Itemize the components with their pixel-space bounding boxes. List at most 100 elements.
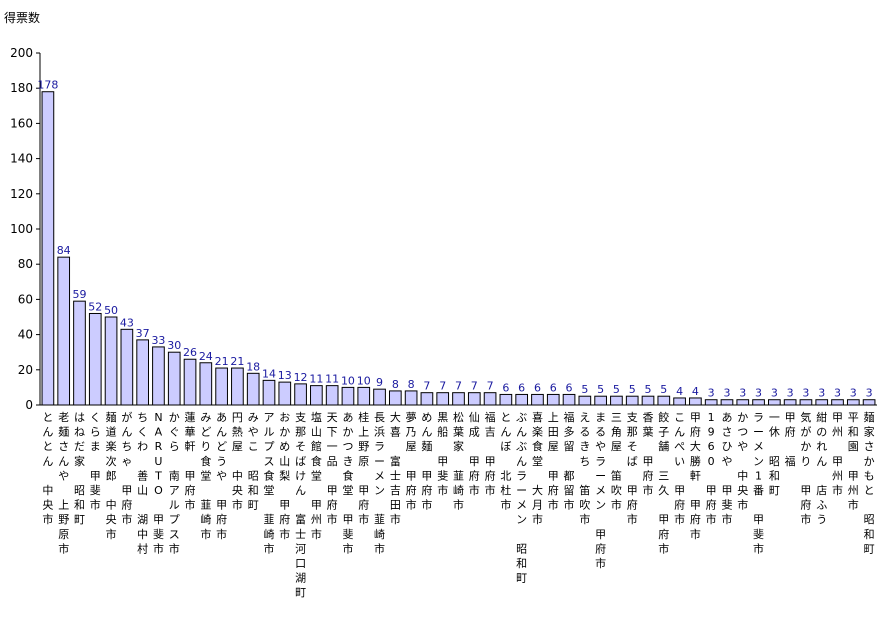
bar bbox=[831, 399, 844, 406]
y-tick-label: 80 bbox=[18, 257, 33, 271]
data-label: 11 bbox=[325, 373, 339, 386]
bar bbox=[483, 392, 497, 406]
data-label: 5 bbox=[613, 383, 620, 396]
bar bbox=[641, 395, 655, 406]
x-tick-label: 黒船 甲斐市 bbox=[437, 411, 448, 497]
data-label: 43 bbox=[120, 316, 134, 329]
bar bbox=[704, 399, 718, 406]
data-label: 4 bbox=[692, 385, 699, 398]
x-tick-label: おかめ山梨 甲府市 bbox=[279, 411, 290, 541]
x-tick-label: ラーメン 1 番 甲斐市 bbox=[753, 411, 764, 555]
x-tick-label: 松葉家 韮崎市 bbox=[453, 410, 464, 512]
data-label: 3 bbox=[708, 387, 715, 400]
bar bbox=[436, 392, 450, 406]
data-label: 11 bbox=[309, 373, 323, 386]
bar bbox=[689, 397, 702, 406]
x-tick-label: みどり食堂 韮崎市 bbox=[200, 411, 211, 541]
data-label: 8 bbox=[408, 378, 415, 391]
data-label: 21 bbox=[215, 355, 229, 368]
x-tick-label: 甲府大勝軒 甲府市 bbox=[690, 411, 701, 541]
y-tick-label: 0 bbox=[25, 398, 33, 412]
x-tick-label: 桂上野原 甲府市 bbox=[358, 410, 369, 526]
data-label: 3 bbox=[771, 387, 778, 400]
x-tick-label: 夢乃屋 甲府市 bbox=[406, 411, 417, 512]
x-tick-label: 長浜ラーメン 韮崎市 bbox=[374, 411, 385, 555]
data-label: 6 bbox=[534, 381, 541, 394]
x-tick-label: 一休 昭和町 bbox=[769, 411, 780, 497]
bar bbox=[57, 256, 71, 406]
data-label: 84 bbox=[57, 244, 71, 257]
y-tick-label: 40 bbox=[18, 328, 33, 342]
x-tick-label: あんどうや 甲府市 bbox=[216, 411, 227, 541]
data-label: 8 bbox=[392, 378, 399, 391]
x-tick-label: 仙成 甲府市 bbox=[469, 411, 480, 497]
x-tick-label: とんぼ 北杜市 bbox=[500, 411, 511, 512]
bar bbox=[231, 367, 244, 406]
y-tick-label: 180 bbox=[10, 81, 33, 95]
bar bbox=[562, 393, 576, 406]
data-label: 178 bbox=[37, 79, 58, 92]
bar bbox=[215, 367, 228, 406]
x-tick-label: ちくわ 善山 湖中村 bbox=[137, 411, 148, 555]
bar bbox=[499, 393, 513, 406]
x-tick-label: 麺家さかもと 昭和町 bbox=[864, 411, 875, 555]
data-label: 6 bbox=[566, 381, 573, 394]
bar bbox=[357, 386, 371, 406]
bar bbox=[467, 392, 481, 406]
y-tick-label: 100 bbox=[10, 222, 33, 236]
bar bbox=[41, 91, 55, 406]
data-label: 3 bbox=[787, 387, 794, 400]
bar bbox=[373, 388, 386, 406]
data-label: 3 bbox=[755, 387, 762, 400]
data-label: 7 bbox=[423, 380, 430, 393]
bar bbox=[752, 399, 765, 406]
bar bbox=[783, 399, 797, 406]
data-label: 3 bbox=[723, 387, 730, 400]
data-label: 5 bbox=[645, 383, 652, 396]
data-label: 33 bbox=[151, 334, 165, 347]
data-label: 6 bbox=[550, 381, 557, 394]
x-tick-label: みやこ 昭和町 bbox=[248, 411, 259, 512]
x-tick-label: くらま 甲斐市 bbox=[90, 411, 101, 512]
data-label: 18 bbox=[246, 360, 260, 373]
bar bbox=[88, 312, 102, 406]
y-tick-label: 20 bbox=[18, 363, 33, 377]
x-tick-label: 紺のれん 店ふう bbox=[816, 410, 827, 526]
data-label: 13 bbox=[278, 369, 292, 382]
data-label: 14 bbox=[262, 367, 276, 380]
data-label: 7 bbox=[455, 380, 462, 393]
bar bbox=[594, 395, 607, 406]
bar bbox=[310, 385, 323, 406]
bar bbox=[73, 300, 86, 406]
bar bbox=[578, 395, 592, 406]
x-tick-label: 気がかり 甲府市 bbox=[800, 410, 811, 526]
x-tick-label: かつや 中央市 bbox=[737, 411, 748, 512]
data-label: 5 bbox=[660, 383, 667, 396]
data-label: 26 bbox=[183, 346, 197, 359]
x-tick-label: あさひや 甲斐市 bbox=[721, 411, 732, 526]
x-tick-label: 喜楽食堂 大月市 bbox=[532, 411, 543, 526]
bar bbox=[720, 399, 734, 406]
bar bbox=[246, 372, 260, 406]
x-tick-label: 甲州 甲州市 bbox=[832, 411, 843, 497]
data-label: 6 bbox=[518, 381, 525, 394]
x-tick-label: 甲府 福 bbox=[785, 411, 796, 468]
bar bbox=[531, 393, 544, 406]
data-label: 10 bbox=[341, 374, 355, 387]
bar bbox=[799, 399, 813, 406]
bar bbox=[404, 390, 418, 406]
x-tick-label: 老麺さんや 上野原市 bbox=[58, 411, 69, 555]
bar bbox=[736, 399, 750, 406]
bar bbox=[862, 399, 876, 406]
data-label: 59 bbox=[72, 288, 86, 301]
bar bbox=[341, 386, 355, 406]
x-tick-label: 天下一品 甲府市 bbox=[327, 411, 338, 526]
data-label: 50 bbox=[104, 304, 118, 317]
x-tick-label: とんとん 中央市 bbox=[42, 411, 53, 526]
bar bbox=[183, 358, 197, 406]
x-tick-label: えるきち 笛吹市 bbox=[579, 411, 590, 526]
